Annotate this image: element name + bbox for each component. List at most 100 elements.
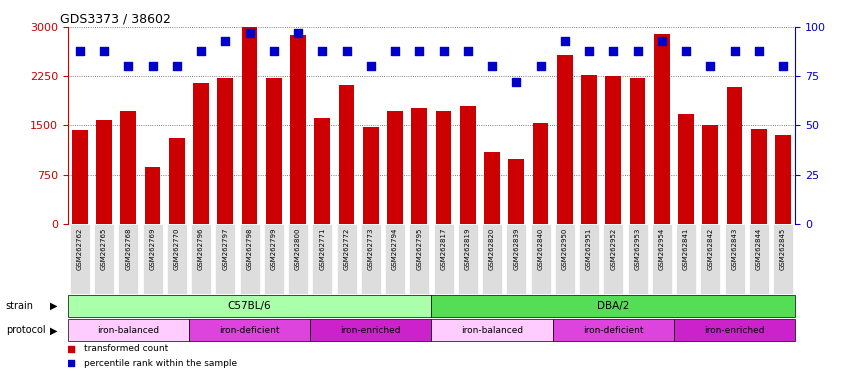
Text: iron-balanced: iron-balanced xyxy=(97,326,159,335)
Bar xyxy=(678,114,694,224)
Point xyxy=(388,48,402,54)
FancyBboxPatch shape xyxy=(216,224,235,294)
Text: GSM262820: GSM262820 xyxy=(489,228,495,270)
Point xyxy=(679,48,693,54)
FancyBboxPatch shape xyxy=(749,224,769,294)
Text: GSM262795: GSM262795 xyxy=(416,228,422,270)
Text: GSM262819: GSM262819 xyxy=(464,228,471,270)
FancyBboxPatch shape xyxy=(676,224,696,294)
Text: GSM262769: GSM262769 xyxy=(150,228,156,270)
Text: GSM262817: GSM262817 xyxy=(441,228,447,270)
Text: GSM262797: GSM262797 xyxy=(222,228,228,270)
Text: GDS3373 / 38602: GDS3373 / 38602 xyxy=(60,13,171,26)
Bar xyxy=(266,78,282,224)
Text: GSM262771: GSM262771 xyxy=(319,228,326,270)
Text: iron-deficient: iron-deficient xyxy=(219,326,280,335)
Bar xyxy=(775,135,791,224)
FancyBboxPatch shape xyxy=(70,224,90,294)
Text: GSM262952: GSM262952 xyxy=(610,228,617,270)
Text: GSM262765: GSM262765 xyxy=(101,228,107,270)
Point xyxy=(558,38,572,44)
Point xyxy=(728,48,741,54)
Bar xyxy=(290,35,306,224)
Bar xyxy=(363,127,379,224)
Point xyxy=(97,48,111,54)
FancyBboxPatch shape xyxy=(189,319,310,341)
FancyBboxPatch shape xyxy=(555,224,574,294)
FancyBboxPatch shape xyxy=(385,224,405,294)
Bar xyxy=(484,152,500,224)
FancyBboxPatch shape xyxy=(310,319,431,341)
Text: percentile rank within the sample: percentile rank within the sample xyxy=(84,359,237,368)
Bar xyxy=(387,111,403,224)
FancyBboxPatch shape xyxy=(628,224,647,294)
Point xyxy=(146,63,159,70)
Bar xyxy=(702,125,718,224)
Text: strain: strain xyxy=(6,301,34,311)
Text: C57BL/6: C57BL/6 xyxy=(228,301,272,311)
Bar xyxy=(751,129,766,224)
FancyBboxPatch shape xyxy=(337,224,356,294)
Text: GSM262794: GSM262794 xyxy=(392,228,398,270)
Bar xyxy=(145,167,161,224)
Text: GSM262841: GSM262841 xyxy=(683,228,689,270)
Point xyxy=(509,79,523,85)
Text: GSM262951: GSM262951 xyxy=(586,228,592,270)
FancyBboxPatch shape xyxy=(652,224,672,294)
Bar xyxy=(460,106,475,224)
Text: GSM262799: GSM262799 xyxy=(271,228,277,270)
Text: GSM262844: GSM262844 xyxy=(755,228,762,270)
Point xyxy=(631,48,645,54)
Point xyxy=(64,346,78,352)
FancyBboxPatch shape xyxy=(674,319,795,341)
Bar xyxy=(436,111,452,224)
Text: GSM262796: GSM262796 xyxy=(198,228,204,270)
Point xyxy=(607,48,620,54)
FancyBboxPatch shape xyxy=(118,224,138,294)
Point xyxy=(582,48,596,54)
Text: GSM262773: GSM262773 xyxy=(368,228,374,270)
FancyBboxPatch shape xyxy=(431,295,795,317)
FancyBboxPatch shape xyxy=(773,224,793,294)
Bar xyxy=(217,78,233,224)
FancyBboxPatch shape xyxy=(603,224,624,294)
Point xyxy=(291,30,305,36)
FancyBboxPatch shape xyxy=(94,224,114,294)
Bar xyxy=(654,34,670,224)
Text: GSM262768: GSM262768 xyxy=(125,228,131,270)
Point xyxy=(64,360,78,366)
Point xyxy=(218,38,232,44)
Point xyxy=(486,63,499,70)
FancyBboxPatch shape xyxy=(191,224,211,294)
Text: transformed count: transformed count xyxy=(84,344,168,353)
FancyBboxPatch shape xyxy=(434,224,453,294)
FancyBboxPatch shape xyxy=(507,224,526,294)
Bar xyxy=(606,76,621,224)
Text: iron-balanced: iron-balanced xyxy=(461,326,523,335)
Text: protocol: protocol xyxy=(6,325,46,335)
Point xyxy=(437,48,450,54)
Point xyxy=(316,48,329,54)
Point xyxy=(340,48,354,54)
Point xyxy=(170,63,184,70)
Text: GSM262798: GSM262798 xyxy=(246,228,253,270)
Point xyxy=(413,48,426,54)
FancyBboxPatch shape xyxy=(143,224,162,294)
FancyBboxPatch shape xyxy=(409,224,429,294)
Bar xyxy=(533,124,548,224)
Point xyxy=(267,48,281,54)
Text: ▶: ▶ xyxy=(49,325,57,335)
Text: GSM262845: GSM262845 xyxy=(780,228,786,270)
FancyBboxPatch shape xyxy=(431,319,552,341)
Bar xyxy=(581,75,597,224)
Bar xyxy=(120,111,136,224)
Point xyxy=(195,48,208,54)
Point xyxy=(534,63,547,70)
Point xyxy=(752,48,766,54)
FancyBboxPatch shape xyxy=(239,224,260,294)
Bar xyxy=(629,78,645,224)
Bar xyxy=(338,85,354,224)
Text: GSM262762: GSM262762 xyxy=(77,228,83,270)
Text: GSM262842: GSM262842 xyxy=(707,228,713,270)
Text: GSM262839: GSM262839 xyxy=(514,228,519,270)
